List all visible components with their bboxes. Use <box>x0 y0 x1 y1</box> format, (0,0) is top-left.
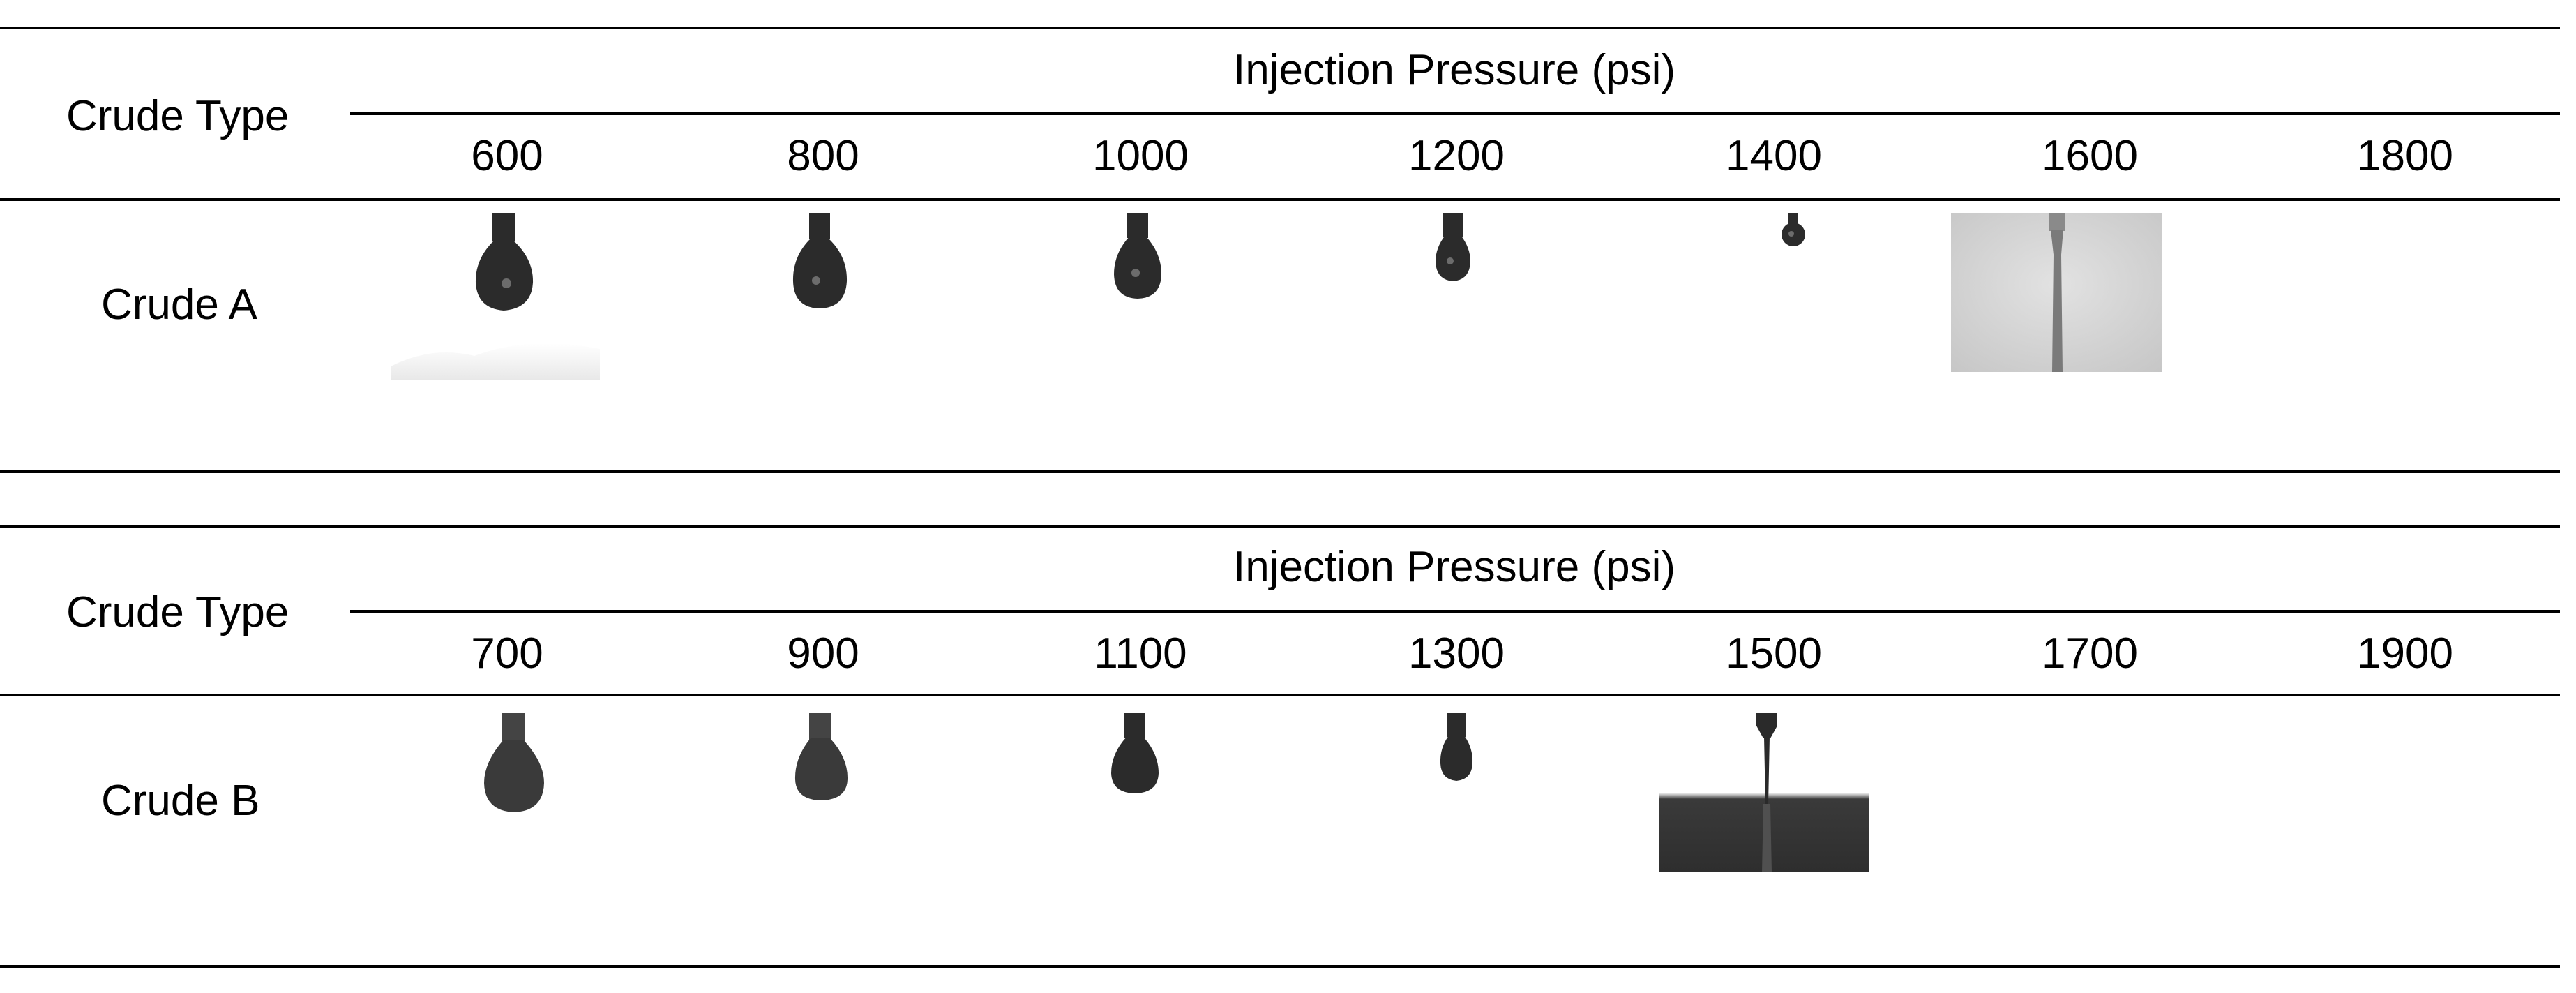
droplet-image <box>391 213 600 380</box>
needle-tip <box>492 213 515 241</box>
droplet-image <box>1782 213 1805 246</box>
needle-tip <box>1756 713 1777 738</box>
row-header-label: Crude Type <box>66 92 289 140</box>
droplet-highlight <box>812 276 820 285</box>
row-header-label: Crude Type <box>66 588 289 636</box>
header-bottom-rule <box>0 198 2560 201</box>
crude-label: Crude A <box>101 281 258 329</box>
droplet-highlight <box>502 278 511 288</box>
table-bottom-rule <box>0 470 2560 473</box>
needle-tip <box>1788 213 1798 225</box>
droplet-shape <box>475 239 534 311</box>
table-bottom-rule <box>0 965 2560 968</box>
droplet-shape <box>792 238 848 308</box>
droplet-shape <box>1111 737 1159 793</box>
pressure-header: 1600 <box>2042 132 2138 180</box>
droplet-shape <box>1436 235 1470 281</box>
pressure-header: 1200 <box>1408 132 1505 180</box>
pressure-header: 1300 <box>1408 629 1505 678</box>
needle-tip <box>1124 713 1145 738</box>
needle-tip <box>502 713 525 741</box>
pressure-header: 1400 <box>1726 132 1822 180</box>
droplet-shape <box>1114 237 1161 299</box>
pressure-header: 1000 <box>1092 132 1189 180</box>
droplet-image <box>1440 713 1473 781</box>
droplet-image <box>484 713 544 812</box>
pressure-header: 700 <box>471 629 543 678</box>
pressure-header: 900 <box>787 629 859 678</box>
table-top-rule <box>0 27 2560 29</box>
droplet-shape <box>484 740 544 812</box>
jet-stream <box>2051 230 2063 372</box>
group-header-rule <box>350 112 2560 115</box>
group-header-label: Injection Pressure (psi) <box>1233 543 1676 591</box>
group-header-rule <box>350 610 2560 613</box>
droplet-highlight <box>1447 257 1454 264</box>
droplet-image <box>1114 213 1161 299</box>
droplet-image <box>794 713 848 800</box>
needle-tip <box>1127 213 1148 238</box>
pressure-header: 1700 <box>2042 629 2138 678</box>
droplet-image <box>1436 213 1470 281</box>
jet-image <box>1659 713 1869 872</box>
droplet-image <box>1111 713 1159 793</box>
jet-image <box>1951 213 2162 372</box>
droplet-shape <box>794 738 848 800</box>
needle-tip <box>809 713 831 740</box>
table-top-rule <box>0 525 2560 528</box>
group-header-label: Injection Pressure (psi) <box>1233 46 1676 94</box>
pressure-header: 1500 <box>1726 629 1822 678</box>
header-bottom-rule <box>0 694 2560 696</box>
jet-stream <box>1764 737 1770 804</box>
droplet-shape <box>1440 736 1473 781</box>
needle-tip <box>1447 713 1466 737</box>
droplet-image <box>792 213 848 308</box>
needle-tip <box>809 213 830 239</box>
pressure-header: 600 <box>471 132 543 180</box>
crude-label: Crude B <box>101 777 260 825</box>
pressure-header: 800 <box>787 132 859 180</box>
needle-tip <box>2049 213 2065 231</box>
droplet-highlight <box>1131 269 1140 277</box>
pressure-header: 1800 <box>2357 132 2453 180</box>
haze-shape <box>391 343 600 380</box>
pressure-header: 1100 <box>1094 629 1187 678</box>
droplet-highlight <box>1788 231 1794 237</box>
needle-tip <box>1443 213 1463 237</box>
jet-stream-lower <box>1762 804 1772 872</box>
pressure-header: 1900 <box>2357 629 2453 678</box>
